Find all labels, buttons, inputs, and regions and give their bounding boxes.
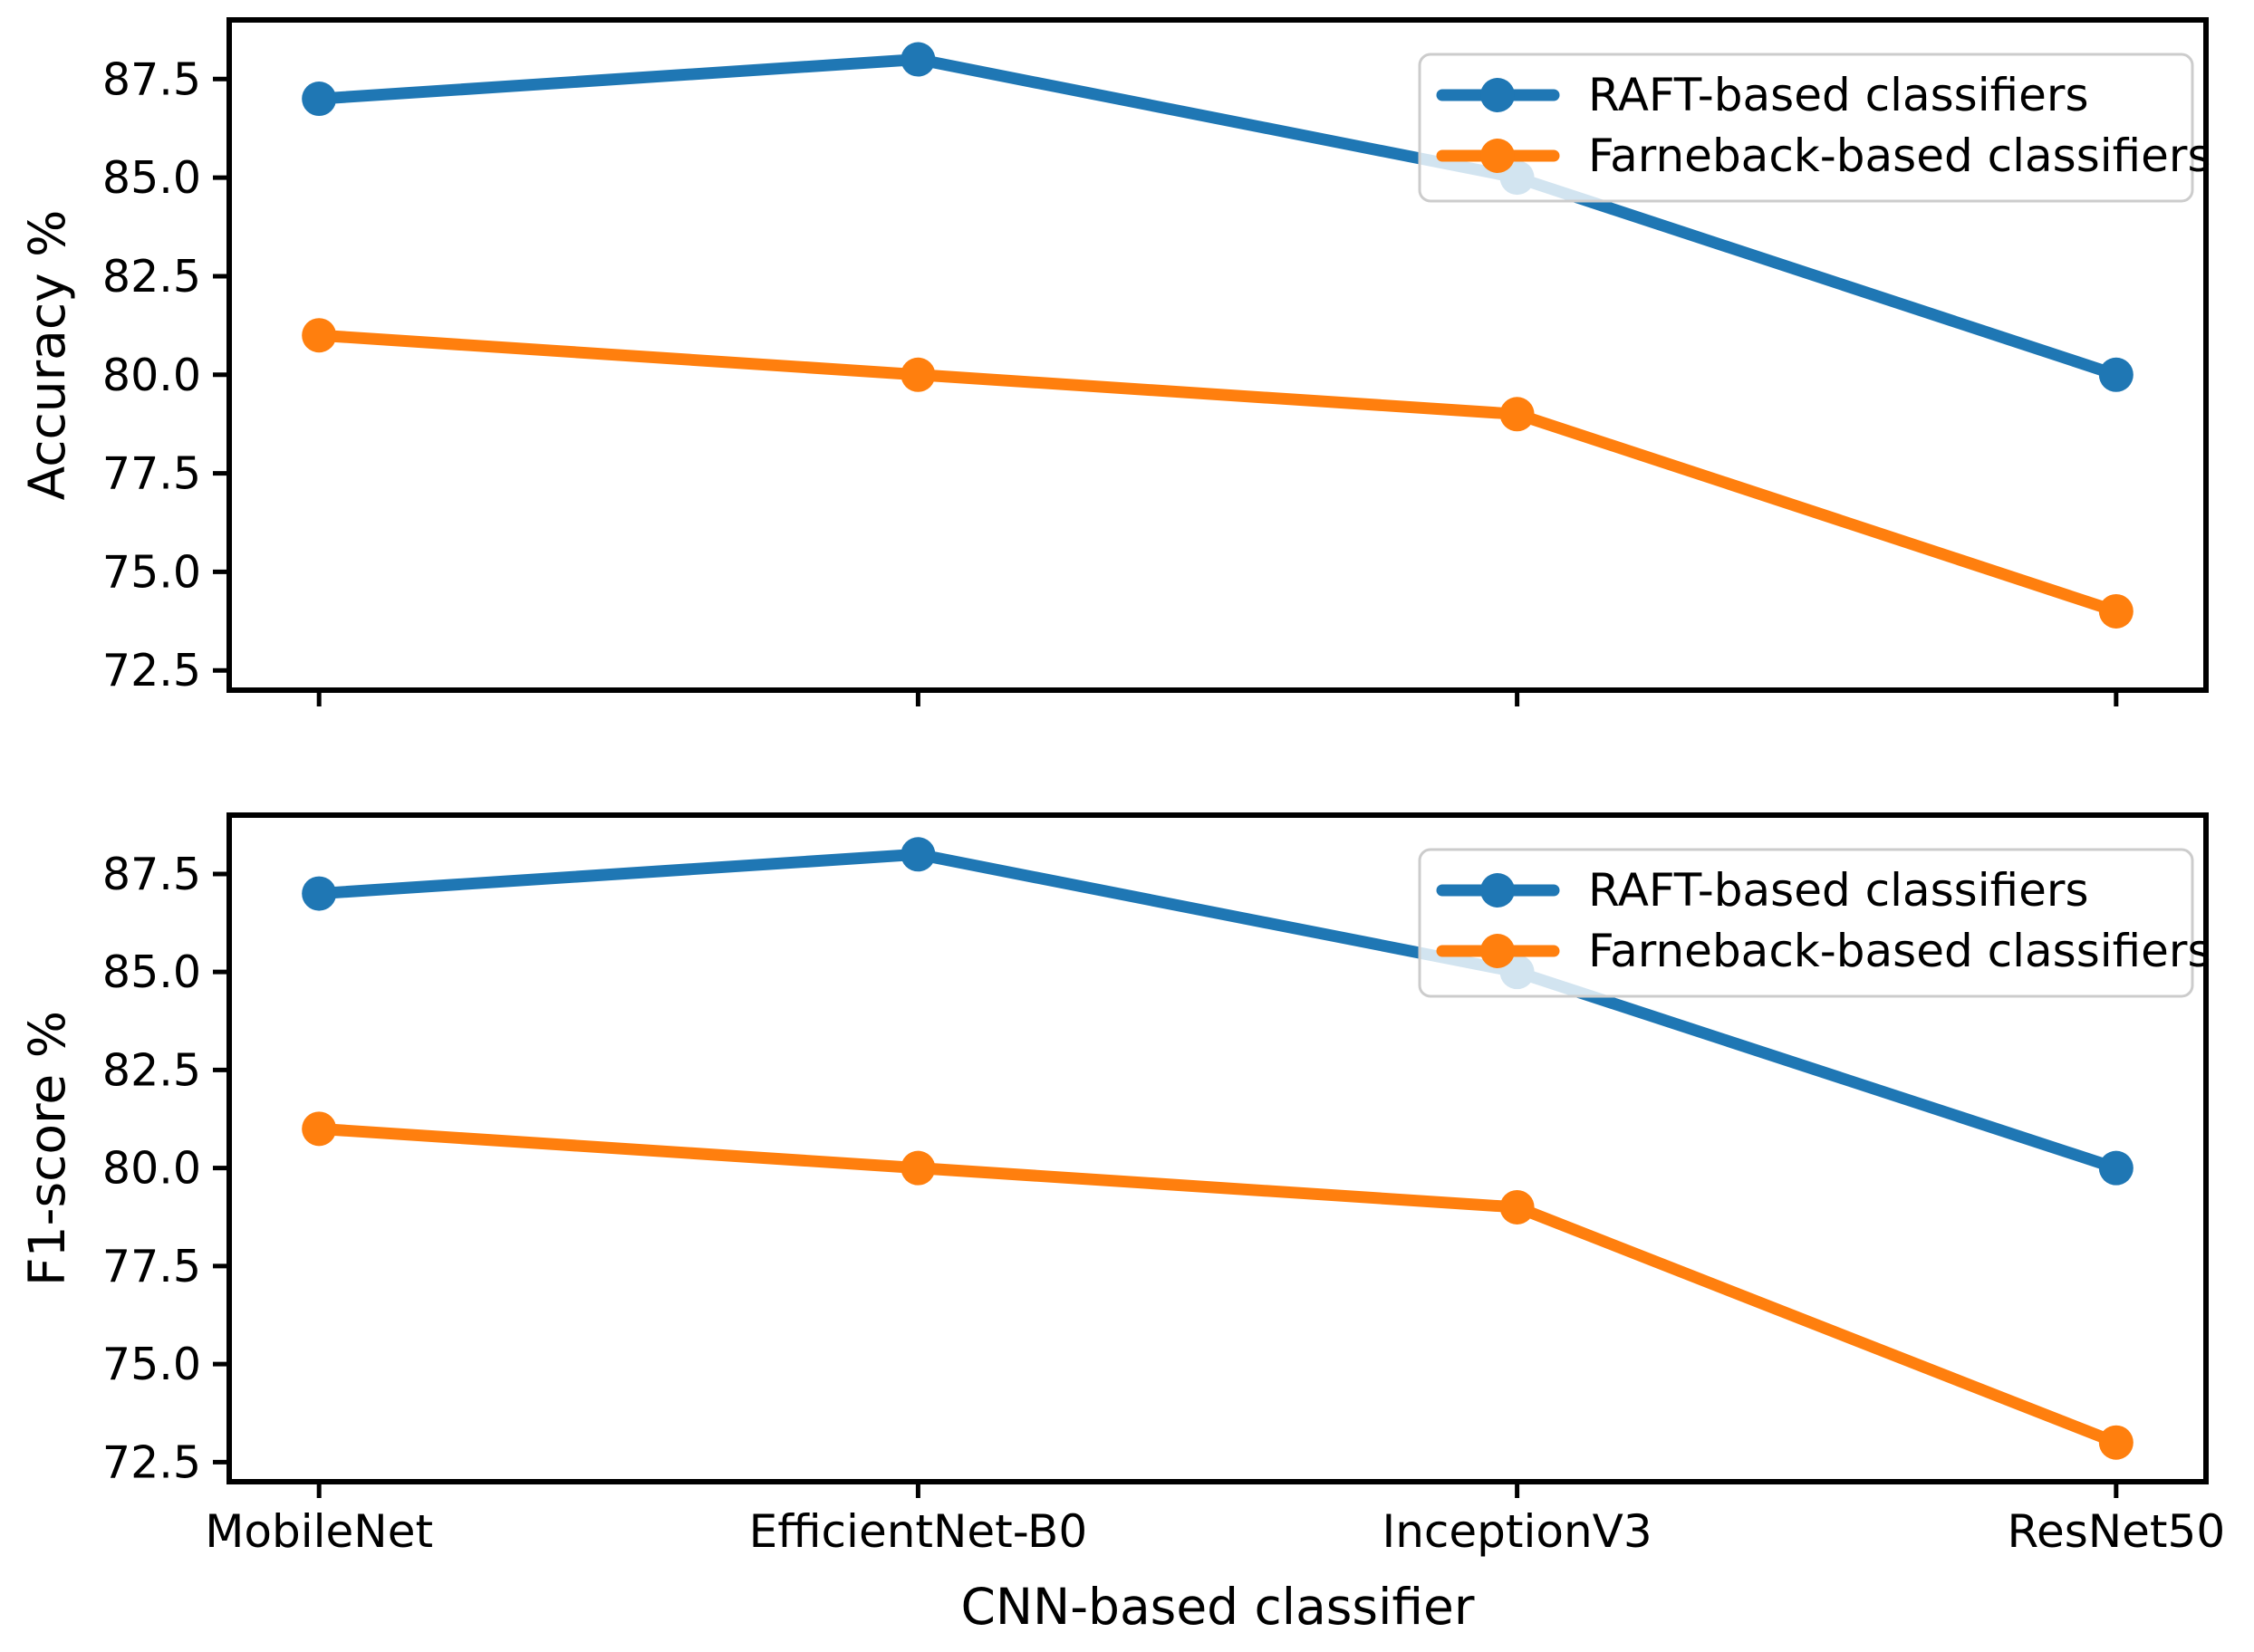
legend-box (1418, 848, 2194, 998)
legend-label: Farneback-based classifiers (1588, 925, 2211, 977)
y-tick-label: 72.5 (102, 645, 201, 696)
y-tick-label: 77.5 (102, 448, 201, 500)
series-line-farneback (313, 329, 2123, 618)
legend-box (1418, 53, 2194, 203)
data-point-raft-1 (901, 42, 936, 77)
y-tick-label: 75.0 (102, 546, 201, 598)
data-point-farneback-0 (302, 318, 337, 353)
legend-label: RAFT-based classifiers (1588, 864, 2089, 917)
legend-sample-marker (1480, 934, 1515, 968)
data-point-farneback-2 (1499, 1189, 1535, 1225)
y-tick-label: 72.5 (102, 1436, 201, 1488)
y-tick-label: 80.0 (102, 350, 201, 401)
legend-label: Farneback-based classifiers (1588, 130, 2211, 182)
y-axis-label-f1-score: F1-score % (18, 1010, 76, 1287)
series-line-farneback (313, 1122, 2123, 1449)
y-tick-label: 80.0 (102, 1143, 201, 1195)
axes-spines (226, 812, 2209, 1484)
data-point-raft-0 (302, 82, 337, 117)
y-tick-label: 85.0 (102, 946, 201, 998)
data-point-raft-3 (2098, 357, 2134, 392)
y-tick-label: 82.5 (102, 1044, 201, 1096)
legend-sample-marker (1480, 139, 1515, 173)
legend-sample-marker (1480, 873, 1515, 908)
legend-sample-marker (1480, 78, 1515, 112)
x-tick-label: MobileNet (205, 1505, 433, 1558)
data-point-farneback-3 (2098, 1425, 2134, 1460)
series-line-raft (313, 848, 2123, 1175)
data-point-farneback-1 (901, 1150, 936, 1186)
legend-label: RAFT-based classifiers (1588, 69, 2089, 121)
y-axis-label-accuracy: Accuracy % (18, 209, 76, 501)
y-tick-label: 77.5 (102, 1241, 201, 1292)
y-tick-label: 85.0 (102, 152, 201, 204)
y-tick-label: 87.5 (102, 849, 201, 900)
axes-spines (226, 17, 2209, 693)
x-tick-label: EfficientNet-B0 (749, 1505, 1088, 1558)
y-tick-label: 82.5 (102, 251, 201, 303)
series-line-raft (313, 53, 2123, 381)
data-point-raft-3 (2098, 1150, 2134, 1186)
data-point-raft-1 (901, 837, 936, 872)
data-point-farneback-0 (302, 1111, 337, 1147)
y-tick-label: 87.5 (102, 53, 201, 105)
x-tick-label: ResNet50 (2007, 1505, 2225, 1558)
data-point-farneback-1 (901, 357, 936, 392)
y-tick-label: 75.0 (102, 1339, 201, 1390)
x-axis-label: CNN-based classifier (960, 1578, 1475, 1636)
data-point-raft-0 (302, 876, 337, 911)
x-tick-label: InceptionV3 (1382, 1505, 1652, 1558)
data-point-farneback-3 (2098, 593, 2134, 629)
data-point-farneback-2 (1499, 397, 1535, 432)
